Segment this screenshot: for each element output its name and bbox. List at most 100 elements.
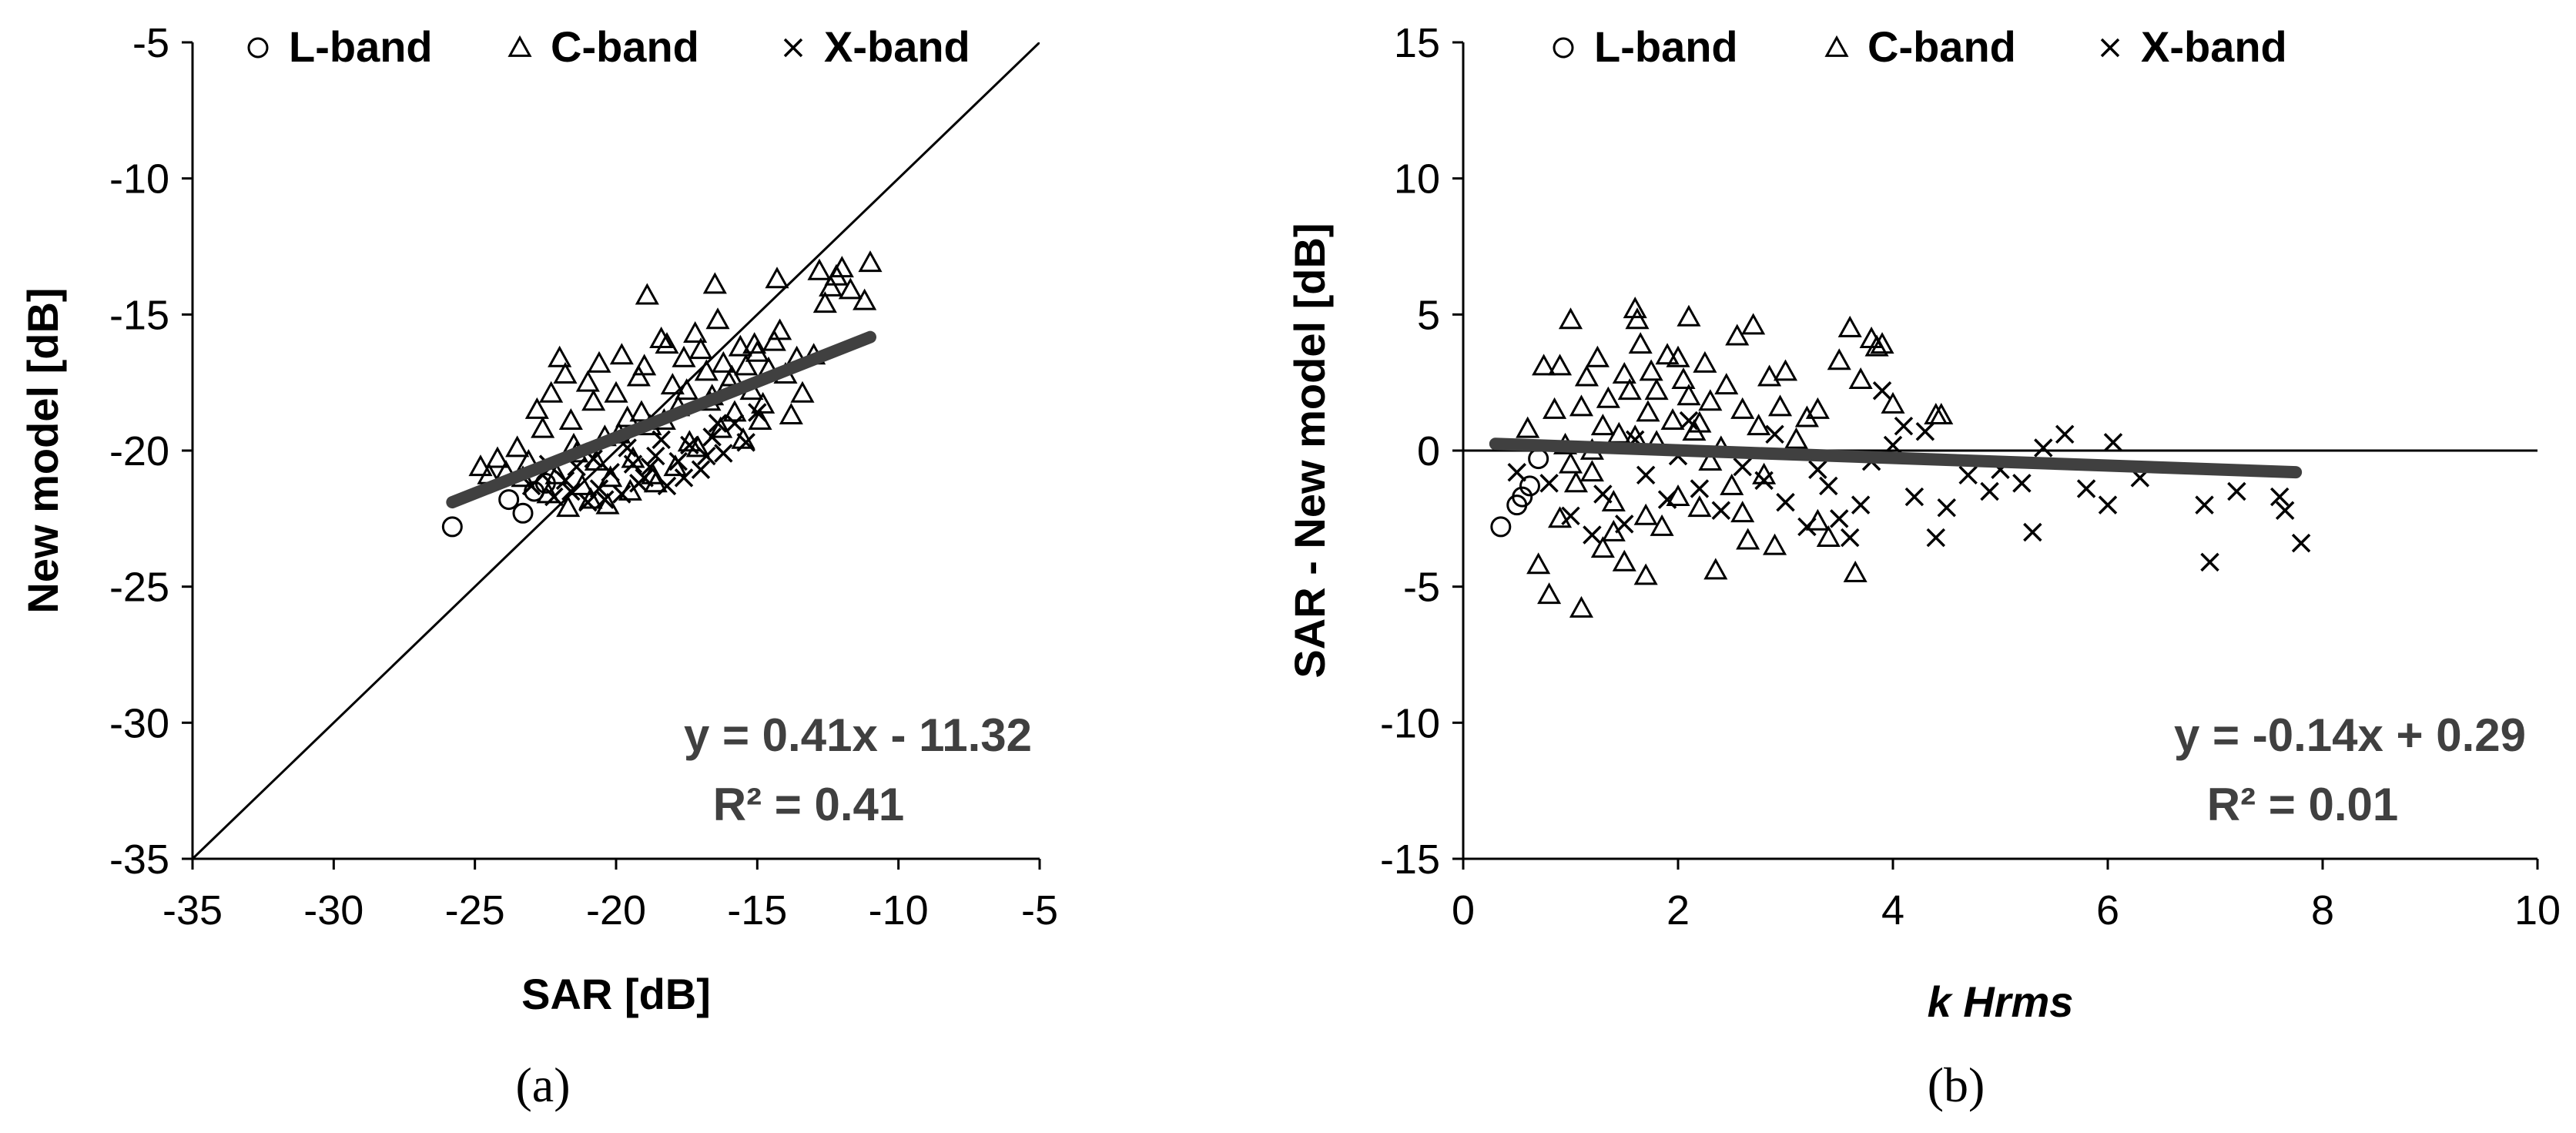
panel-b-c-band-point (1677, 304, 1701, 327)
panel-b-c-band-point (1693, 350, 1717, 373)
panel-b-c-band-point (1625, 307, 1650, 330)
panel-a-c-band-point (558, 408, 583, 431)
panel-b-y-tick-label: 10 (1394, 156, 1440, 203)
panel-a-c-band-point (838, 277, 863, 300)
panel-b-c-band-point (1633, 503, 1658, 525)
panel-a-x-band-point (618, 438, 637, 458)
panel-a-c-band-point (581, 389, 606, 411)
panel-b-x-band-point (2076, 479, 2096, 498)
panel-b-x-band-point (2227, 481, 2246, 501)
panel-b-x-band-point (1872, 381, 1892, 401)
panel-a-c-band-point (539, 380, 564, 403)
panel-b-l-band-point (1490, 516, 1512, 538)
panel-b-c-band-point (1741, 313, 1766, 335)
panel-a-y-tick-label: -35 (109, 836, 169, 883)
panel-a-x-axis-label: SAR [dB] (521, 970, 711, 1018)
panel-b-c-band-point (1596, 386, 1620, 408)
panel-a-c-band-point (790, 380, 815, 403)
panel-b-c-band-point (1757, 364, 1782, 387)
panel-b-trendline (1489, 437, 2303, 479)
panel-b-x-band-point (1636, 465, 1656, 485)
panel-b-c-band-point (1563, 471, 1589, 493)
panel-a-x-band-point (629, 474, 648, 493)
panel-a-c-band-point (742, 332, 767, 354)
panel-a-c-band-point (853, 288, 877, 310)
panel-a-legend-x-band-marker (783, 38, 803, 58)
panel-b-x-axis-label: k Hrms (1928, 977, 2074, 1026)
panel-b-c-band-point (1881, 391, 1905, 414)
panel-b-c-band-point (1617, 378, 1642, 401)
panel-b-x-band-point (1711, 501, 1731, 520)
panel-b-x-band-point (1507, 463, 1526, 482)
panel-a-x-band-point (623, 454, 643, 474)
panel-a-legend-c-band-marker (507, 35, 532, 57)
panel-b-x-band-point (1776, 492, 1795, 512)
panel-a-x-band-point (612, 484, 631, 504)
panel-b-r-squared: R² = 0.01 (2207, 779, 2398, 830)
panel-b-x-band-point (1808, 460, 1827, 479)
panel-a-c-band-point (762, 329, 786, 351)
panel-a-c-band-point (719, 364, 744, 387)
panel-a-x-tick-label: -25 (445, 887, 505, 934)
panel-a-c-band-point (768, 318, 792, 340)
panel-b-x-band-point (1593, 484, 1613, 504)
panel-a-x-band-point (714, 444, 733, 463)
panel-a-x-tick-label: -35 (162, 887, 223, 934)
panel-a-x-band-point (725, 414, 745, 433)
panel-b-c-band-point (1558, 451, 1583, 474)
panel-a-x-band-point (601, 463, 620, 482)
panel-b-c-band-point (1639, 359, 1663, 381)
panel-a-c-band-point (672, 345, 696, 367)
panel-a-l-band-point (498, 489, 520, 511)
panel-b-c-band-point (1805, 508, 1830, 531)
panel-b-c-band-point (1537, 582, 1562, 605)
panel-b-c-band-point (1644, 378, 1669, 401)
panel-a-l-band-point (441, 516, 463, 538)
panel-b-x-band-point (1894, 416, 1914, 436)
panel-a-y-tick-label: -25 (109, 565, 169, 611)
panel-a-l-band-point (512, 502, 534, 524)
panel-b-y-tick-label: 0 (1417, 428, 1440, 474)
panel-b-y-axis-label: SAR - New model [dB] (1285, 223, 1334, 678)
panel-b-y-tick-label: -10 (1380, 700, 1440, 746)
panel-a-c-band-point (635, 283, 659, 305)
panel-b-l-band-point (1506, 494, 1528, 516)
panel-a-c-band-point (675, 378, 699, 401)
panel-b-c-band-point (1816, 525, 1841, 547)
panel-b-legend-l-band-marker (1553, 37, 1574, 59)
panel-a-series-x-band (521, 403, 767, 512)
panel-b-c-band-point (1623, 297, 1647, 319)
panel-a-c-band-point (524, 397, 549, 419)
panel-a-legend-l-band-label: L-band (289, 22, 433, 71)
panel-a-c-band-point (587, 350, 611, 373)
panel-a-trendline (446, 330, 876, 509)
panel-b-x-band-point (2195, 495, 2214, 515)
panel-b-x-band-point (2291, 533, 2311, 553)
panel-a-x-band-point (640, 457, 660, 477)
panel-b-c-band-point (1837, 315, 1862, 337)
panel-b-c-band-point (1590, 536, 1615, 558)
panel-b-x-band-point (2275, 501, 2295, 520)
panel-b-c-band-point (1698, 389, 1723, 411)
panel-b-chart: 15 10 5 0 -5 -10 -15 0 2 4 6 8 10 k Hrms SAR - New mod… (1285, 20, 2561, 1026)
panel-b-c-band-point (1703, 558, 1728, 580)
caption-a: (a) (515, 1058, 570, 1112)
panel-a-x-band-point (697, 446, 716, 466)
panel-b-y-tick-label: 5 (1417, 292, 1440, 338)
panel-a-c-band-point (609, 343, 634, 365)
panel-b-x-band-point (2034, 438, 2053, 458)
panel-a-c-band-point (485, 446, 510, 468)
panel-b-x-band-point (1561, 506, 1580, 526)
panel-a-c-band-point (694, 359, 719, 381)
panel-a-legend-l-band-marker (247, 37, 269, 59)
panel-b-c-band-point (1601, 519, 1626, 541)
panel-b-x-band-point (1657, 490, 1677, 509)
panel-a-c-band-point (688, 337, 713, 360)
panel-a-y-axis-label: New model [dB] (18, 287, 67, 613)
panel-b-x-tick-label: 2 (1667, 887, 1690, 934)
panel-b-c-band-point (1870, 332, 1894, 354)
panel-a-c-band-point (468, 454, 493, 477)
panel-a-x-tick-label: -10 (869, 887, 929, 934)
panel-b-series-l-band (1490, 448, 1549, 538)
panel-a-x-band-point (544, 487, 564, 507)
